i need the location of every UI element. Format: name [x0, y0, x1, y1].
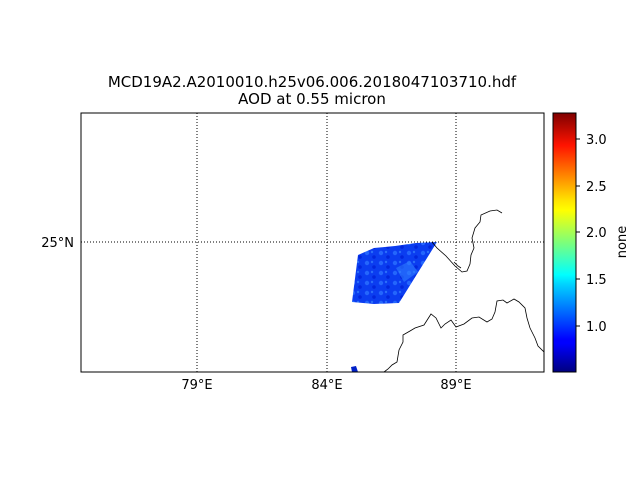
colorbar-tick-label-1.5: 1.5: [586, 273, 607, 288]
aod-swath-highlight: [396, 261, 418, 282]
colorbar-ticks: [576, 138, 580, 327]
colorbar-tick-label-3.0: 3.0: [586, 133, 607, 148]
map-frame: [80, 112, 545, 373]
coastlines: [383, 209, 544, 372]
colorbar: 1.0 1.5 2.0 2.5 3.0 none: [552, 112, 630, 373]
coastline-inlet: [453, 261, 462, 269]
meridian-label-84E: 84°E: [311, 378, 342, 393]
figure-title-line1: MCD19A2.A2010010.h25v06.006.201804710371…: [108, 73, 517, 91]
meridian-label-79E: 79°E: [181, 378, 212, 393]
figure-title-line2: AOD at 0.55 micron: [238, 90, 386, 108]
aod-swath: [352, 242, 437, 304]
aod-swath-small-patch: [351, 366, 358, 372]
parallel-label-25N: 25°N: [41, 236, 74, 251]
colorbar-tick-label-1.0: 1.0: [586, 320, 607, 335]
meridian-label-89E: 89°E: [440, 378, 471, 393]
colorbar-gradient: [552, 112, 577, 373]
colorbar-tick-label-2.0: 2.0: [586, 226, 607, 241]
colorbar-label: none: [615, 226, 630, 258]
colorbar-tick-label-2.5: 2.5: [586, 180, 607, 195]
map-panel: 79°E 84°E 89°E 25°N: [41, 112, 545, 393]
gridlines: [81, 113, 544, 372]
coastline-bay-of-bengal: [383, 298, 544, 372]
coastline-northeast: [431, 209, 503, 273]
